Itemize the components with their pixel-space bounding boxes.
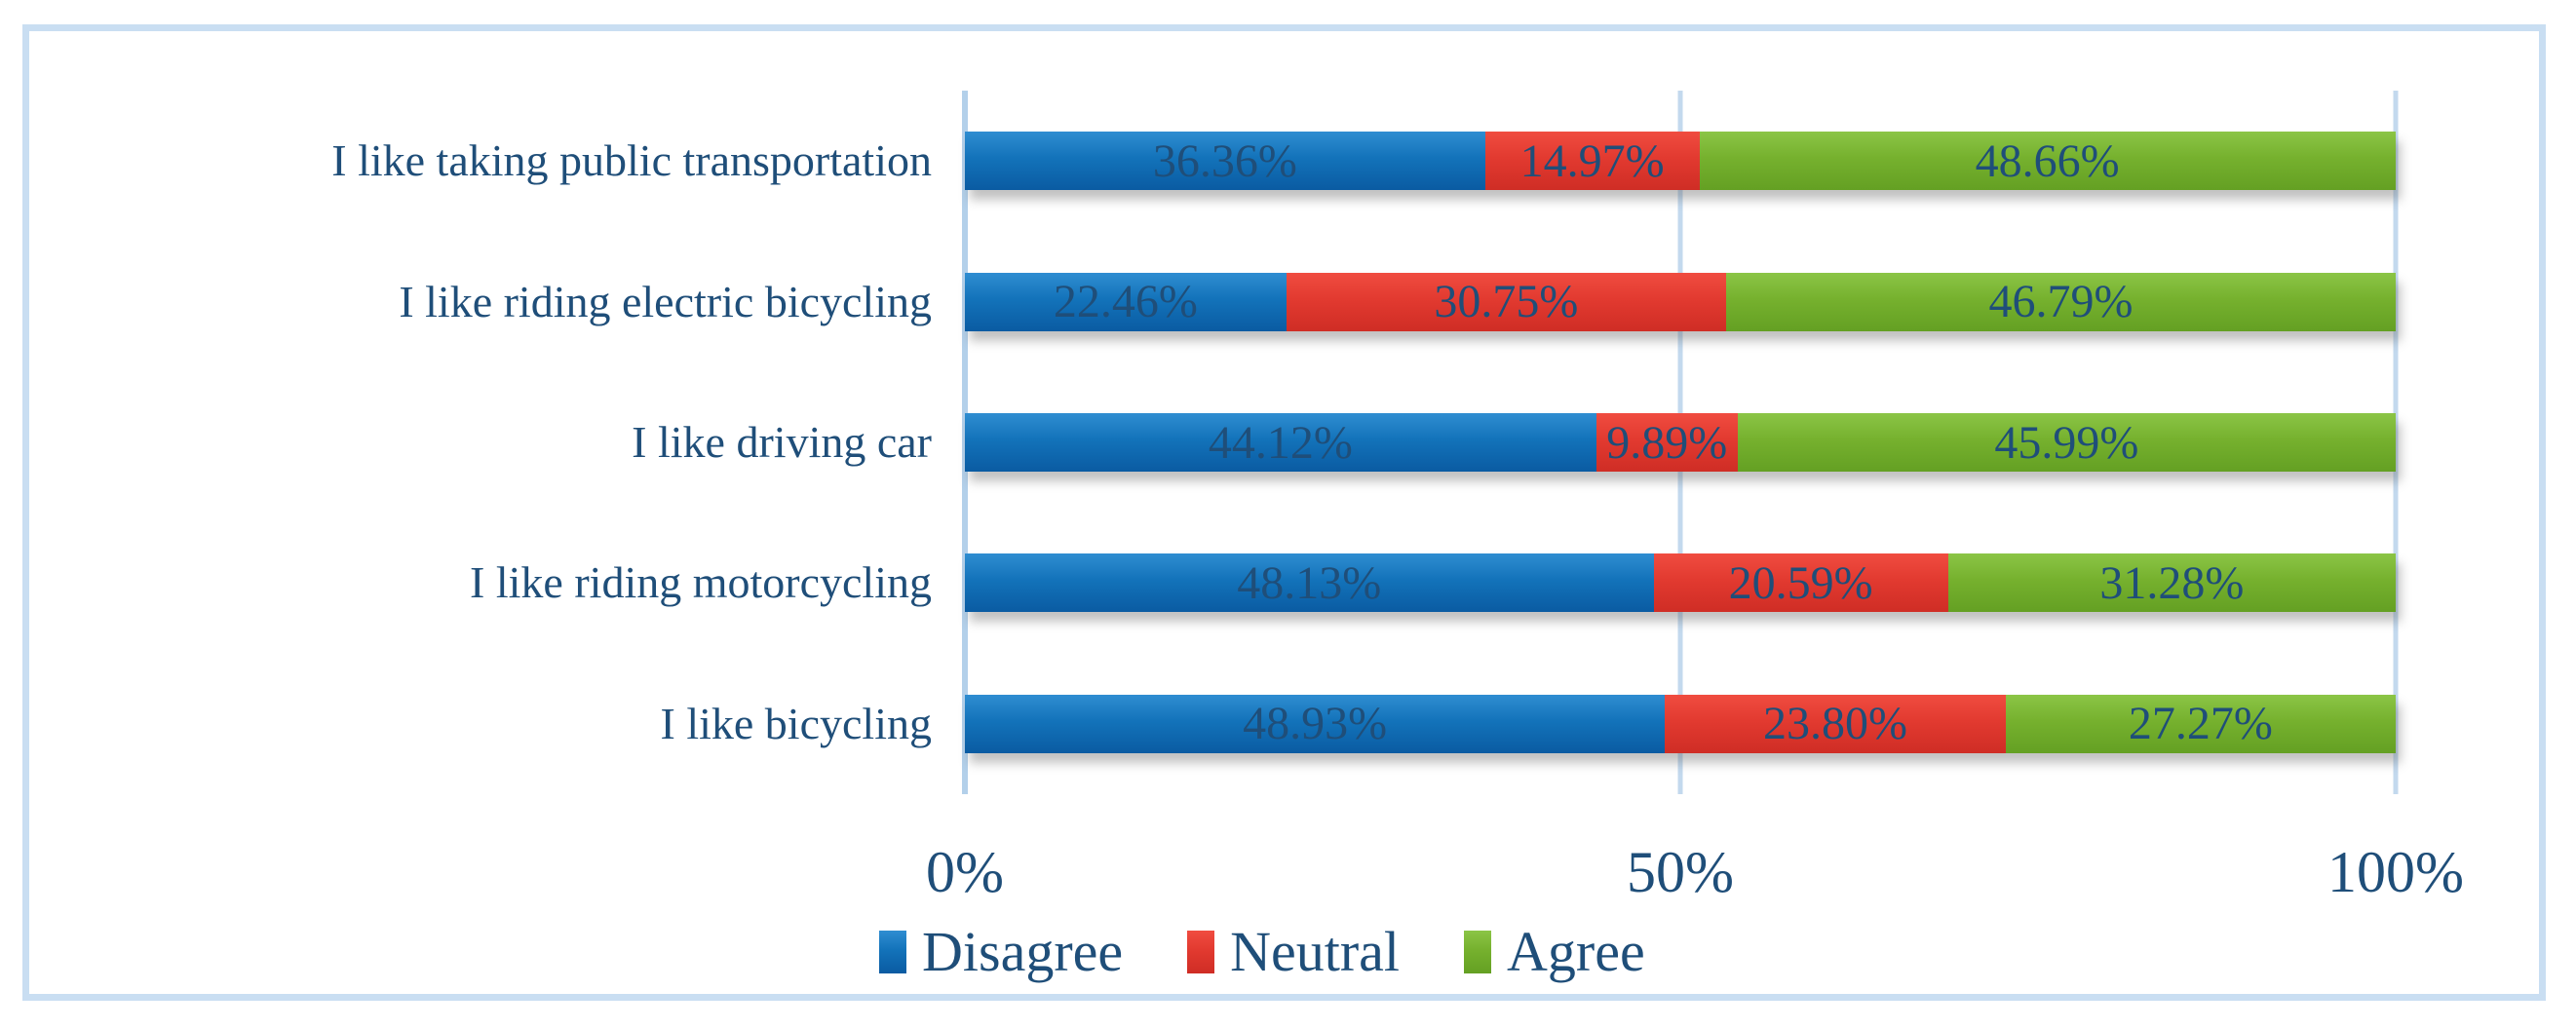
data-label: 22.46% (1053, 276, 1198, 328)
legend-item-disagree: Disagree (879, 918, 1123, 986)
segment-agree: 45.99% (1737, 413, 2396, 472)
segment-agree: 27.27% (2005, 694, 2396, 753)
data-label: 9.89% (1606, 416, 1728, 469)
bar-row-5: 48.93% 23.80% 27.27% (965, 694, 2396, 753)
segment-agree: 31.28% (1947, 553, 2396, 613)
data-label: 45.99% (1994, 416, 2139, 469)
data-label: 48.13% (1237, 556, 1382, 609)
segment-agree: 48.66% (1699, 132, 2396, 191)
segment-neutral: 23.80% (1665, 694, 2006, 753)
data-label: 27.27% (2128, 698, 2273, 750)
data-label: 31.28% (2099, 556, 2245, 609)
segment-neutral: 14.97% (1484, 132, 1700, 191)
segment-disagree: 48.13% (965, 553, 1654, 613)
legend-label: Neutral (1230, 920, 1401, 983)
data-label: 46.79% (1988, 276, 2134, 328)
segment-disagree: 44.12% (965, 413, 1596, 472)
data-label: 36.36% (1152, 134, 1297, 187)
legend-item-agree: Agree (1464, 918, 1645, 986)
legend-label: Disagree (922, 920, 1124, 983)
category-label: I like driving car (632, 417, 932, 467)
segment-agree: 46.79% (1726, 272, 2396, 331)
data-label: 48.93% (1243, 698, 1388, 750)
data-label: 30.75% (1434, 276, 1579, 328)
segment-disagree: 22.46% (965, 272, 1287, 331)
category-label: I like bicycling (660, 698, 932, 748)
segment-neutral: 30.75% (1286, 272, 1727, 331)
category-label: I like taking public transportation (331, 135, 932, 186)
legend-label: Agree (1507, 920, 1645, 983)
bar-row-3: 44.12% 9.89% 45.99% (965, 413, 2396, 472)
bar-row-1: 36.36% 14.97% 48.66% (965, 132, 2396, 191)
legend-swatch-disagree-icon (879, 931, 906, 973)
gridline-100 (2393, 91, 2399, 794)
segment-neutral: 9.89% (1596, 413, 1738, 472)
bar-row-2: 22.46% 30.75% 46.79% (965, 272, 2396, 331)
data-label: 44.12% (1208, 416, 1353, 469)
segment-disagree: 48.93% (965, 694, 1666, 753)
data-label: 14.97% (1519, 134, 1665, 187)
category-axis: I like taking public transportation I lik… (55, 91, 932, 794)
bar-row-4: 48.13% 20.59% 31.28% (965, 553, 2396, 613)
x-axis: 0% 50% 100% (926, 833, 2464, 911)
x-tick-label: 100% (2327, 840, 2464, 904)
data-label: 20.59% (1728, 556, 1873, 609)
legend-swatch-agree-icon (1464, 931, 1492, 973)
legend-item-neutral: Neutral (1187, 918, 1400, 986)
category-label: I like riding motorcycling (470, 557, 932, 608)
data-label: 23.80% (1762, 698, 1907, 750)
segment-neutral: 20.59% (1653, 553, 1948, 613)
x-tick-label: 0% (926, 840, 1004, 904)
x-tick-label: 50% (1627, 840, 1734, 904)
data-label: 48.66% (1975, 134, 2120, 187)
legend-swatch-neutral-icon (1187, 931, 1215, 973)
category-label: I like riding electric bicycling (399, 276, 932, 326)
segment-disagree: 36.36% (965, 132, 1485, 191)
plot-area: 36.36% 14.97% 48.66% 22.46% 30.75% 46.79% 44.1… (962, 91, 2399, 794)
legend: Disagree Neutral Agree (879, 918, 1645, 986)
